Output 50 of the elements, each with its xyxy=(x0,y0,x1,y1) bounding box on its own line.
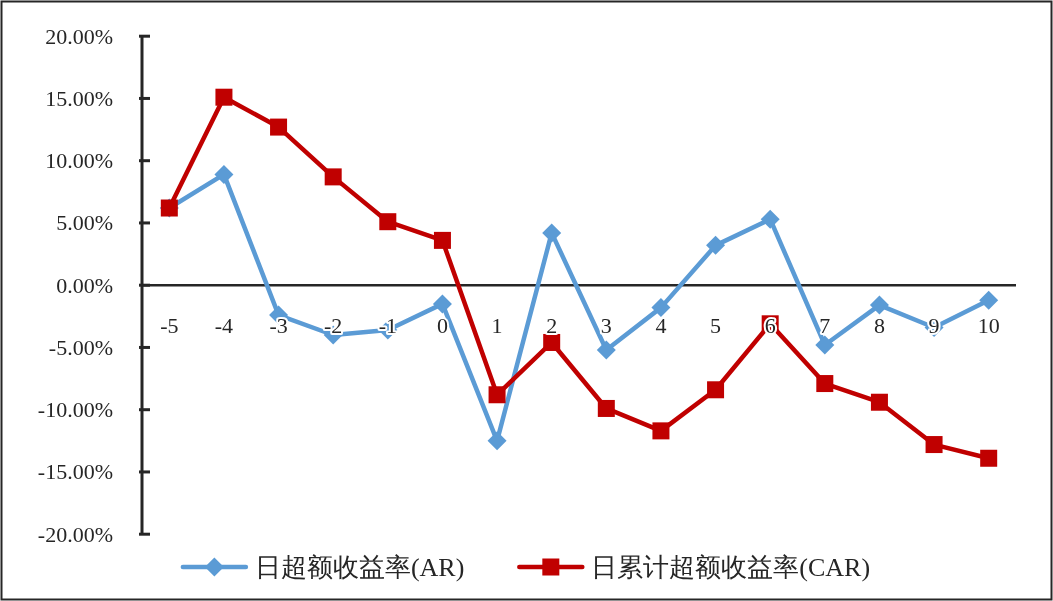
point xyxy=(543,333,561,351)
point xyxy=(215,88,233,106)
y-tick-label: 20.00% xyxy=(45,23,113,49)
y-tick-label: -10.00% xyxy=(37,397,113,423)
x-tick-label: 8 xyxy=(873,312,885,338)
point xyxy=(379,213,397,231)
point xyxy=(270,118,288,136)
point xyxy=(487,431,507,451)
point xyxy=(980,449,998,467)
y-tick-label: 15.00% xyxy=(45,85,113,111)
point xyxy=(432,294,452,314)
legend-label: 日超额收益率(AR) xyxy=(254,552,465,582)
point xyxy=(596,340,616,360)
legend-label: 日累计超额收益率(CAR) xyxy=(591,552,871,582)
y-tick-label: 0.00% xyxy=(56,272,113,298)
point xyxy=(652,422,670,440)
y-tick-label: -5.00% xyxy=(48,334,113,360)
x-tick-label: -4 xyxy=(214,312,234,338)
x-tick-label: 0 xyxy=(436,312,448,338)
x-tick-label: -5 xyxy=(160,312,179,338)
x-tick-label: 2 xyxy=(546,312,558,338)
y-tick-label: 5.00% xyxy=(56,210,113,236)
x-tick-label: 5 xyxy=(710,312,722,338)
x-tick-label: 3 xyxy=(600,312,612,338)
x-tick-label: 1 xyxy=(491,312,503,338)
y-tick-label: -15.00% xyxy=(37,459,113,485)
point xyxy=(542,223,562,243)
point xyxy=(597,399,615,417)
x-tick-label: 7 xyxy=(819,312,831,338)
point xyxy=(488,386,506,404)
point xyxy=(816,375,834,393)
point xyxy=(925,436,943,454)
x-tick-label: 10 xyxy=(977,312,1000,338)
y-tick-label: 10.00% xyxy=(45,148,113,174)
point xyxy=(651,298,671,318)
point xyxy=(815,335,835,355)
x-tick-label: 4 xyxy=(655,312,667,338)
y-tick-label: -20.00% xyxy=(37,521,113,547)
point xyxy=(870,393,888,411)
point xyxy=(214,164,234,184)
point xyxy=(324,168,342,186)
point xyxy=(979,290,999,310)
point xyxy=(707,381,725,399)
point xyxy=(433,231,451,249)
point xyxy=(760,209,780,229)
x-tick-label: 9 xyxy=(928,312,940,338)
x-tick-label: 6 xyxy=(764,312,776,338)
point xyxy=(706,235,726,255)
point xyxy=(869,295,889,315)
x-tick-label: -3 xyxy=(269,312,288,338)
